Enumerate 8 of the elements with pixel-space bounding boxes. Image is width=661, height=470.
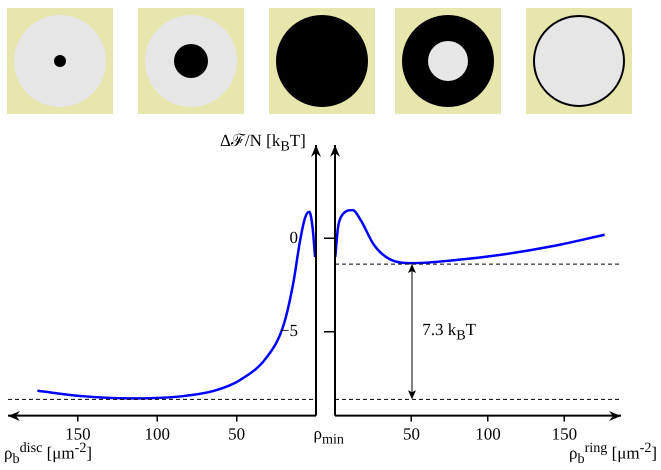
x-tick-label: 50 [402, 424, 420, 444]
text: ρ$_{min}$ [314, 424, 344, 448]
x-tick-label: 100 [144, 424, 170, 444]
x-tick-label: 100 [475, 424, 501, 444]
y-axis-title: Δℱ/N [k$_{B}$T] [220, 130, 306, 156]
y-tick-label: 0 [290, 228, 298, 247]
x-tick-label: 50 [228, 424, 246, 444]
annotation: 7.3 k$_{B}$T [422, 320, 476, 344]
